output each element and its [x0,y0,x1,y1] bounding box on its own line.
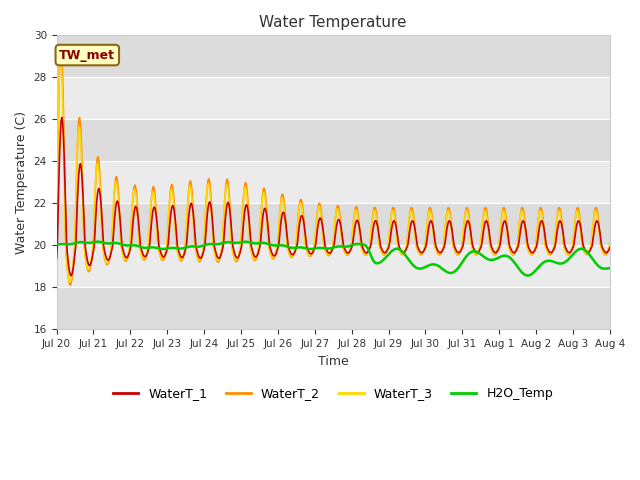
Legend: WaterT_1, WaterT_2, WaterT_3, H2O_Temp: WaterT_1, WaterT_2, WaterT_3, H2O_Temp [108,383,558,406]
X-axis label: Time: Time [318,355,349,368]
Bar [56,161,610,204]
Bar [56,245,610,288]
Title: Water Temperature: Water Temperature [259,15,407,30]
Bar [56,204,610,245]
Bar [56,288,610,329]
Y-axis label: Water Temperature (C): Water Temperature (C) [15,111,28,254]
Bar [56,36,610,77]
Bar [56,77,610,120]
Text: TW_met: TW_met [60,48,115,61]
Bar [56,120,610,161]
